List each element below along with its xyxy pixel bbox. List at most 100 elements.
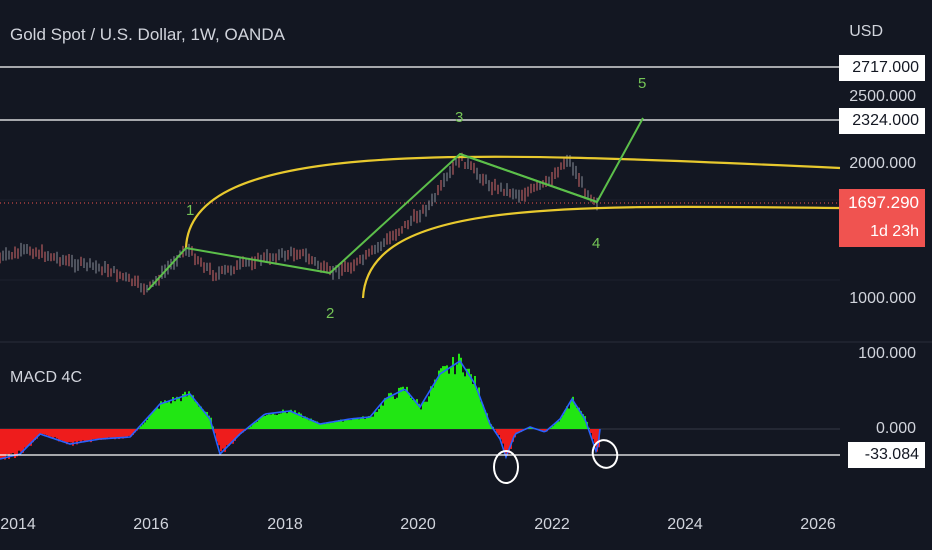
- macd-histogram-bar: [262, 416, 264, 429]
- macd-histogram-bar: [238, 429, 240, 436]
- macd-histogram-bar: [108, 429, 110, 438]
- macd-histogram: [0, 353, 600, 460]
- macd-histogram-bar: [416, 399, 418, 429]
- macd-histogram-bar: [480, 401, 482, 429]
- macd-histogram-bar: [264, 415, 266, 429]
- macd-histogram-bar: [456, 364, 458, 429]
- bar-countdown-badge: 1d 23h: [839, 217, 925, 247]
- macd-histogram-bar: [184, 391, 186, 429]
- last-price-badge[interactable]: 1697.290: [839, 189, 925, 217]
- macd-histogram-bar: [342, 421, 344, 429]
- macd-histogram-bar: [402, 386, 404, 429]
- macd-histogram-bar: [404, 390, 406, 429]
- macd-histogram-bar: [412, 399, 414, 429]
- macd-histogram-bar: [396, 397, 398, 429]
- macd-histogram-bar: [64, 429, 66, 443]
- macd-histogram-bar: [328, 423, 330, 429]
- macd-histogram-bar: [76, 429, 78, 445]
- macd-histogram-bar: [324, 424, 326, 429]
- time-label-2014: 2014: [0, 516, 36, 533]
- macd-histogram-bar: [318, 423, 320, 429]
- macd-histogram-bar: [74, 429, 76, 442]
- macd-histogram-bar: [564, 410, 566, 429]
- macd-histogram-bar: [6, 429, 8, 455]
- upper-arc[interactable]: [184, 155, 841, 249]
- macd-histogram-bar: [34, 429, 36, 441]
- price-tick-1000: 1000.000: [849, 290, 916, 307]
- macd-histogram-bar: [96, 429, 98, 440]
- macd-histogram-bar: [294, 410, 296, 429]
- macd-histogram-bar: [578, 407, 580, 429]
- macd-histogram-bar: [62, 429, 64, 441]
- macd-histogram-bar: [224, 429, 226, 452]
- macd-histogram-bar: [90, 429, 92, 443]
- price-axis-currency: USD: [849, 23, 883, 40]
- macd-histogram-bar: [174, 401, 176, 429]
- macd-histogram-bar: [358, 419, 360, 429]
- wave-channel-top[interactable]: [459, 153, 598, 203]
- macd-histogram-bar: [198, 406, 200, 429]
- macd-histogram-bar: [116, 429, 118, 439]
- elliott-wave-start[interactable]: [147, 247, 187, 291]
- macd-histogram-bar: [0, 429, 2, 459]
- wave-label-4: 4: [592, 235, 600, 252]
- price-label-2324[interactable]: 2324.000: [839, 108, 925, 134]
- macd-histogram-bar: [106, 429, 108, 440]
- macd-histogram-bar: [434, 379, 436, 429]
- macd-histogram-bar: [432, 387, 434, 429]
- macd-histogram-bar: [254, 422, 256, 429]
- macd-histogram-bar: [296, 413, 298, 429]
- macd-histogram-bar: [84, 429, 86, 442]
- macd-histogram-bar: [518, 429, 520, 433]
- macd-histogram-bar: [428, 396, 430, 429]
- symbol-title[interactable]: Gold Spot / U.S. Dollar, 1W, OANDA: [10, 25, 285, 44]
- macd-histogram-bar: [592, 429, 594, 440]
- macd-histogram-bar: [272, 412, 274, 429]
- macd-histogram-bar: [128, 429, 130, 436]
- macd-histogram-bar: [250, 426, 252, 429]
- macd-histogram-bar: [516, 429, 518, 434]
- macd-histogram-bar: [110, 429, 112, 439]
- macd-histogram-bar: [10, 429, 12, 454]
- macd-histogram-bar: [290, 409, 292, 429]
- macd-histogram-bar: [436, 379, 438, 429]
- macd-histogram-bar: [292, 413, 294, 429]
- macd-histogram-bar: [154, 409, 156, 429]
- macd-histogram-bar: [444, 366, 446, 429]
- macd-histogram-bar: [360, 417, 362, 429]
- macd-histogram-bar: [204, 411, 206, 429]
- macd-histogram-bar: [274, 414, 276, 429]
- macd-histogram-bar: [390, 392, 392, 429]
- macd-histogram-bar: [302, 417, 304, 429]
- macd-level-label[interactable]: -33.084: [848, 442, 925, 468]
- macd-histogram-bar: [504, 429, 506, 455]
- macd-histogram-bar: [486, 413, 488, 429]
- macd-histogram-bar: [182, 393, 184, 429]
- macd-histogram-bar: [558, 421, 560, 429]
- macd-histogram-bar: [368, 416, 370, 429]
- time-label-2018: 2018: [267, 516, 303, 533]
- macd-histogram-bar: [392, 396, 394, 429]
- highlight-circle-2: [591, 439, 619, 469]
- macd-histogram-bar: [266, 415, 268, 429]
- macd-histogram-bar: [36, 429, 38, 439]
- macd-histogram-bar: [22, 429, 24, 453]
- macd-histogram-bar: [314, 420, 316, 429]
- macd-histogram-bar: [362, 416, 364, 429]
- macd-histogram-bar: [556, 421, 558, 429]
- price-label-2717[interactable]: 2717.000: [839, 55, 925, 81]
- macd-histogram-bar: [450, 367, 452, 429]
- macd-histogram-bar: [168, 400, 170, 429]
- macd-histogram-bar: [550, 427, 552, 429]
- macd-histogram-bar: [310, 418, 312, 429]
- indicator-title[interactable]: MACD 4C: [10, 369, 83, 386]
- macd-histogram-bar: [410, 397, 412, 429]
- macd-histogram-bar: [44, 429, 46, 435]
- macd-histogram-bar: [120, 429, 122, 439]
- macd-histogram-bar: [494, 429, 496, 430]
- lower-arc[interactable]: [361, 205, 841, 299]
- macd-tick-0: 0.000: [876, 420, 916, 437]
- elliott-wave-main[interactable]: [185, 117, 644, 275]
- macd-histogram-bar: [350, 420, 352, 429]
